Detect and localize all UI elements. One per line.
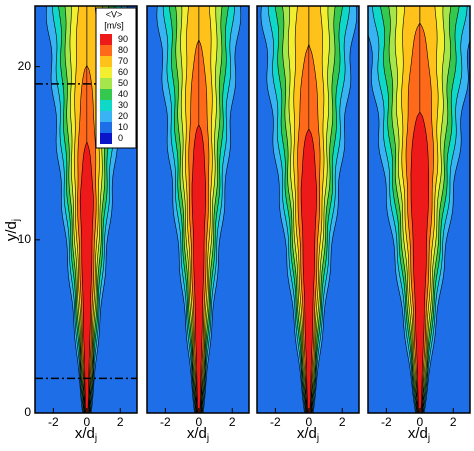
panel-frame (256, 5, 360, 414)
ylabel-label-main: y/d (3, 221, 20, 241)
xlabel-label: x/dj (187, 425, 209, 444)
colorbar-swatch (100, 89, 112, 100)
x-tick-label: 2 (117, 415, 124, 429)
x-tick-label: 2 (229, 415, 236, 429)
colorbar-swatch (100, 56, 112, 67)
y-tick-label: 0 (24, 405, 31, 419)
colorbar-swatch (100, 34, 112, 45)
xlabel-label-main: x/d (187, 425, 207, 442)
y-tick-label: 20 (18, 59, 32, 73)
colorbar-label: 60 (118, 67, 128, 77)
colorbar-swatch (100, 78, 112, 89)
colorbar-swatch (100, 45, 112, 56)
colorbar-swatch (100, 100, 112, 111)
colorbar-swatch (100, 111, 112, 122)
x-tick-label: 0 (305, 415, 312, 429)
colorbar-label: 80 (118, 45, 128, 55)
xlabel-label: x/dj (408, 425, 430, 444)
colorbar-label: 50 (118, 78, 128, 88)
xlabel-label: x/dj (75, 425, 97, 444)
colorbar-label: 90 (118, 34, 128, 44)
colorbar-unit: [m/s] (104, 20, 124, 30)
xlabel-label-sub: j (206, 433, 209, 444)
x-tick-label: 0 (416, 415, 423, 429)
colorbar-label: 40 (118, 89, 128, 99)
contour-band (191, 6, 206, 413)
panel (147, 6, 249, 413)
colorbar-label: 20 (118, 111, 128, 121)
y-tick-label: 10 (18, 232, 32, 246)
xlabel-label: x/dj (297, 425, 319, 444)
xlabel-label-main: x/d (408, 425, 428, 442)
panel-frame (367, 5, 471, 414)
contour-band (300, 6, 317, 413)
x-tick-label: 0 (195, 415, 202, 429)
colorbar-swatch (100, 67, 112, 78)
x-tick-label: -2 (48, 415, 59, 429)
colorbar-title: <V> (106, 9, 123, 19)
colorbar-swatch (100, 133, 112, 144)
colorbar-label: 70 (118, 56, 128, 66)
x-tick-label: 0 (83, 415, 90, 429)
xlabel-label-sub: j (94, 433, 97, 444)
x-tick-label: -2 (160, 415, 171, 429)
x-tick-label: 2 (450, 415, 457, 429)
colorbar-label: 10 (118, 122, 128, 132)
x-tick-label: -2 (381, 415, 392, 429)
panel (257, 6, 359, 413)
colorbar-swatch (100, 122, 112, 133)
colorbar-label: 30 (118, 100, 128, 110)
colorbar-label: 0 (118, 133, 123, 143)
ylabel-label-sub: j (11, 219, 22, 222)
xlabel-label-sub: j (316, 433, 319, 444)
panel (368, 6, 470, 413)
x-tick-label: -2 (270, 415, 281, 429)
ylabel-label: y/dj (3, 219, 22, 241)
xlabel-label-main: x/d (75, 425, 95, 442)
xlabel-label-sub: j (427, 433, 430, 444)
xlabel-label-main: x/d (297, 425, 317, 442)
contour-band (410, 6, 430, 413)
panel-frame (146, 5, 250, 414)
x-tick-label: 2 (339, 415, 346, 429)
panel-frame (34, 5, 138, 414)
contour-band (79, 6, 94, 413)
